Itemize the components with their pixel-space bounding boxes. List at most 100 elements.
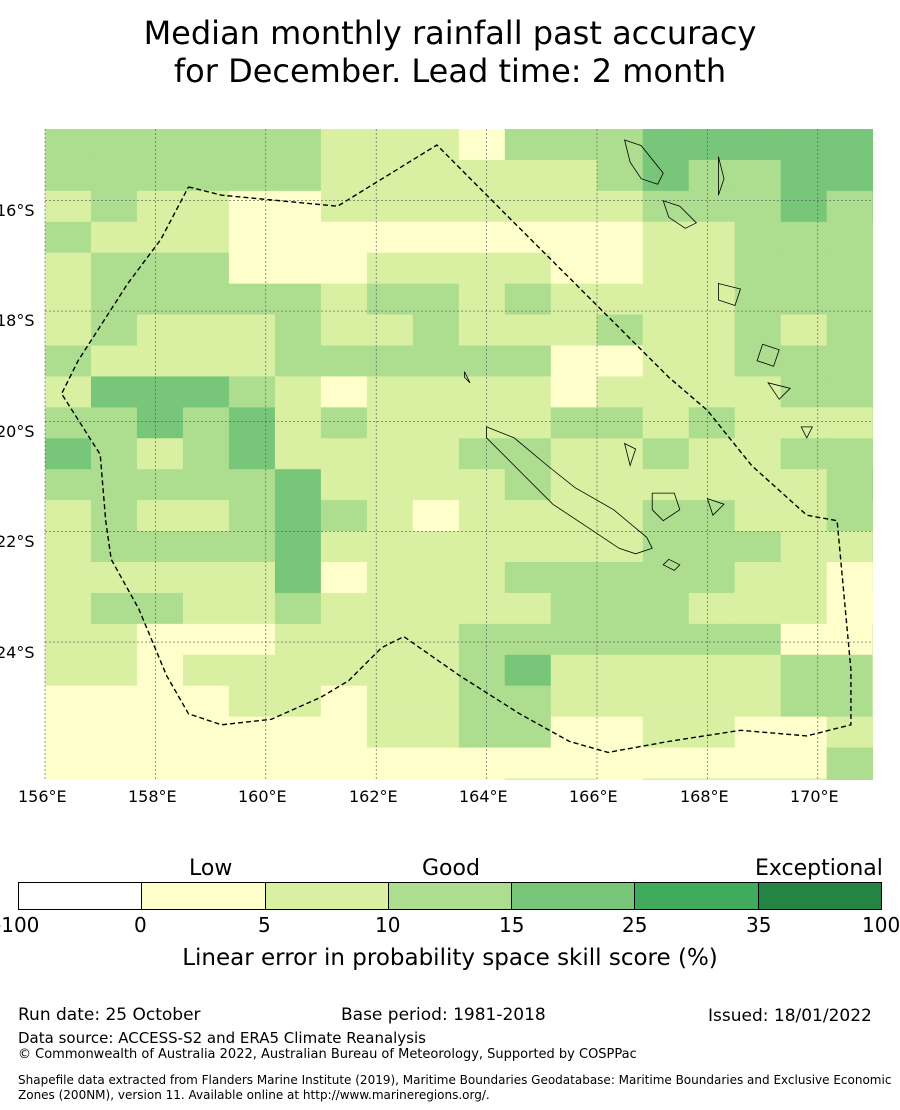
skill-cell — [45, 252, 92, 285]
skill-cell — [550, 685, 598, 718]
skill-cell — [45, 654, 92, 687]
skill-cell — [274, 469, 322, 501]
skill-cell — [182, 129, 230, 161]
skill-cell — [45, 716, 92, 749]
skill-cell — [90, 747, 138, 780]
skill-cell — [274, 654, 322, 687]
skill-cell — [274, 283, 322, 316]
skill-cell — [642, 592, 690, 625]
skill-cell — [412, 376, 460, 408]
skill-cell — [90, 623, 138, 656]
skill-cell — [458, 314, 506, 347]
skill-cell — [688, 221, 736, 254]
colorbar-tick: 25 — [622, 913, 648, 937]
skill-cell — [228, 716, 276, 749]
skill-cell — [45, 190, 92, 223]
skill-cell — [596, 747, 644, 780]
skill-cell — [366, 685, 414, 718]
skill-cell — [780, 283, 828, 316]
colorbar-bin — [512, 883, 636, 909]
lon-tick-label: 162°E — [349, 787, 398, 806]
skill-cell — [320, 561, 368, 594]
skill-cell — [412, 685, 460, 718]
skill-cell — [366, 500, 414, 532]
skill-cell — [228, 376, 276, 408]
skill-cell — [228, 500, 276, 532]
skill-cell — [734, 685, 782, 718]
skill-cell — [504, 345, 552, 378]
skill-cell — [274, 252, 322, 285]
skill-cell — [780, 314, 828, 347]
skill-cell — [90, 531, 138, 563]
skill-cell — [596, 159, 644, 192]
skill-cell — [136, 531, 184, 563]
skill-cell — [274, 407, 322, 439]
skill-cell — [734, 623, 782, 656]
skill-cell — [504, 531, 552, 563]
skill-grid — [45, 129, 873, 780]
colorbar-category-low: Low — [189, 856, 233, 881]
skill-cell — [504, 159, 552, 192]
issued-date: Issued: 18/01/2022 — [708, 1006, 872, 1026]
skill-cell — [596, 561, 644, 594]
skill-cell — [412, 747, 460, 780]
skill-cell — [734, 592, 782, 625]
skill-cell — [642, 531, 690, 563]
skill-cell — [182, 159, 230, 192]
skill-cell — [504, 438, 552, 470]
skill-cell — [458, 561, 506, 594]
skill-cell — [826, 438, 873, 470]
colorbar-tick: 10 — [375, 913, 401, 937]
skill-cell — [642, 376, 690, 408]
skill-cell — [872, 592, 873, 625]
skill-cell — [366, 221, 414, 254]
skill-cell — [504, 129, 552, 161]
lon-tick-label: 168°E — [680, 787, 729, 806]
skill-cell — [550, 747, 598, 780]
skill-cell — [320, 283, 368, 316]
skill-cell — [458, 438, 506, 470]
skill-cell — [550, 778, 598, 780]
skill-cell — [596, 778, 644, 780]
skill-cell — [274, 592, 322, 625]
skill-cell — [504, 747, 552, 780]
skill-cell — [458, 747, 506, 780]
skill-cell — [366, 376, 414, 408]
skill-cell — [780, 685, 828, 718]
skill-cell — [412, 500, 460, 532]
skill-cell — [90, 685, 138, 718]
skill-cell — [228, 531, 276, 563]
skill-cell — [320, 252, 368, 285]
skill-cell — [780, 190, 828, 223]
skill-cell — [688, 778, 736, 780]
skill-cell — [274, 500, 322, 532]
colorbar-tick: 0 — [134, 913, 147, 937]
skill-cell — [90, 407, 138, 439]
skill-cell — [688, 376, 736, 408]
skill-cell — [458, 159, 506, 192]
skill-cell — [872, 778, 873, 780]
skill-cell — [228, 190, 276, 223]
skill-cell — [458, 623, 506, 656]
skill-cell — [642, 438, 690, 470]
skill-cell — [274, 438, 322, 470]
skill-cell — [90, 376, 138, 408]
skill-cell — [458, 129, 506, 161]
colorbar-tick: 5 — [258, 913, 271, 937]
skill-cell — [182, 438, 230, 470]
skill-cell — [412, 345, 460, 378]
skill-cell — [274, 685, 322, 718]
skill-cell — [320, 500, 368, 532]
skill-cell — [826, 592, 873, 625]
skill-cell — [136, 159, 184, 192]
skill-cell — [872, 500, 873, 532]
skill-cell — [642, 716, 690, 749]
skill-cell — [136, 252, 184, 285]
skill-cell — [45, 283, 92, 316]
skill-cell — [688, 654, 736, 687]
skill-cell — [182, 190, 230, 223]
skill-cell — [412, 438, 460, 470]
skill-cell — [228, 747, 276, 780]
skill-cell — [642, 561, 690, 594]
skill-cell — [872, 531, 873, 563]
